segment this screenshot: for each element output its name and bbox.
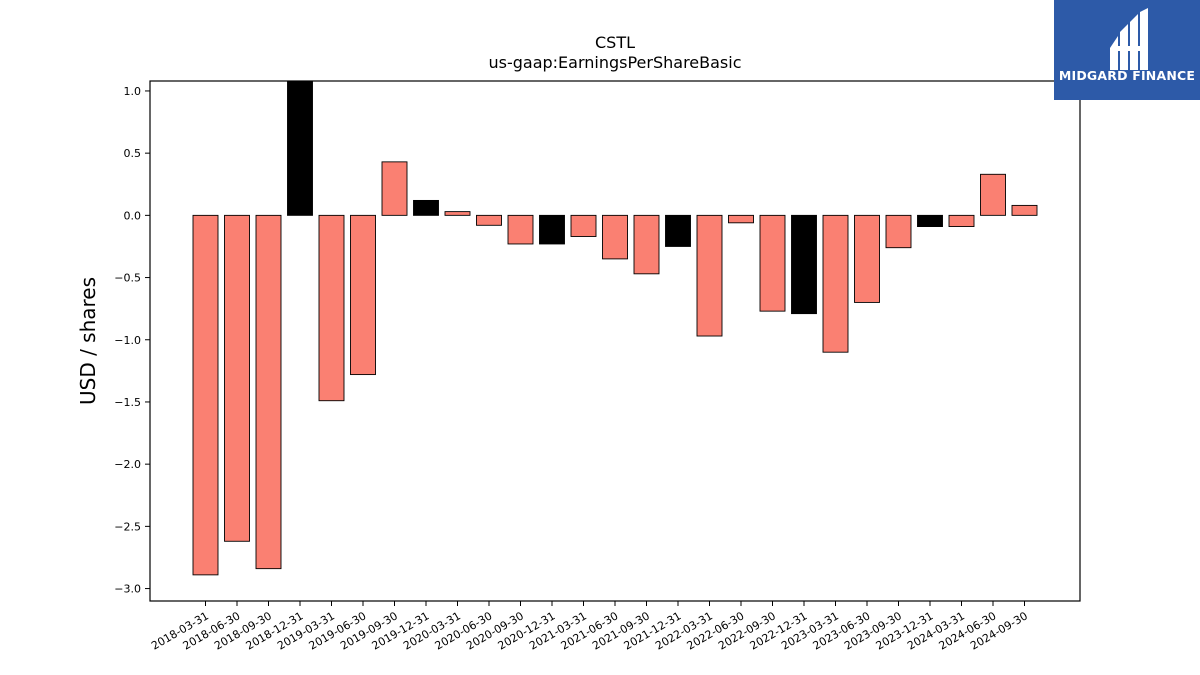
bar-2021-03-31 [570,214,597,237]
y-tick-label: 0.5 [124,147,142,160]
plot-frame [149,80,1081,602]
bar-2019-09-30 [381,161,408,216]
y-tick-label: 0.0 [124,209,142,222]
bar-2022-09-30 [759,214,786,312]
y-axis-label: USD / shares [76,277,100,405]
bar-2022-12-31 [791,214,817,315]
bars-group [192,80,1038,576]
bar-2019-12-31 [413,199,439,216]
chart-subtitle: us-gaap:EarningsPerShareBasic [488,53,741,72]
bar-2018-09-30 [255,214,282,570]
y-ticks-group: 1.0 0.5 0.0 −0.5 −1.0 −1.5 −2.0 −2.5 −3.0 [114,85,150,596]
bar-2020-12-31 [539,214,565,245]
bar-2023-06-30 [854,214,880,303]
brand-logo: MIDGARD FINANCE [1054,0,1200,100]
bar-2023-09-30 [885,214,912,249]
y-tick-label: −1.5 [114,396,141,409]
bar-2022-03-31 [696,214,723,337]
y-tick-label: 1.0 [124,85,142,98]
bar-2024-06-30 [980,173,1006,216]
bar-2021-09-30 [633,214,660,275]
y-tick-label: −2.0 [114,458,141,471]
midgard-logo-icon [1110,8,1148,70]
bar-2018-03-31 [192,214,219,576]
bar-2022-06-30 [728,214,754,224]
bar-2021-06-30 [602,214,628,260]
bar-2018-12-31 [287,80,313,216]
bar-2020-09-30 [507,214,534,245]
x-ticks-group: 2018-03-312018-06-302018-09-302018-12-31… [149,601,1030,653]
brand-name: MIDGARD FINANCE [1058,68,1196,83]
y-tick-label: −0.5 [114,272,141,285]
bar-2020-06-30 [476,214,502,226]
bar-2024-09-30 [1011,204,1038,216]
y-tick-label: −1.0 [114,334,141,347]
y-tick-label: −3.0 [114,583,141,596]
bar-2019-03-31 [318,214,345,402]
bar-2024-03-31 [948,214,975,228]
bar-2020-03-31 [444,211,471,216]
chart-title: CSTL [595,33,635,52]
bar-2018-06-30 [224,214,250,542]
bar-2019-06-30 [350,214,376,376]
bar-2021-12-31 [665,214,691,247]
y-tick-label: −2.5 [114,520,141,533]
bar-2023-03-31 [822,214,849,353]
bar-2023-12-31 [917,214,943,228]
